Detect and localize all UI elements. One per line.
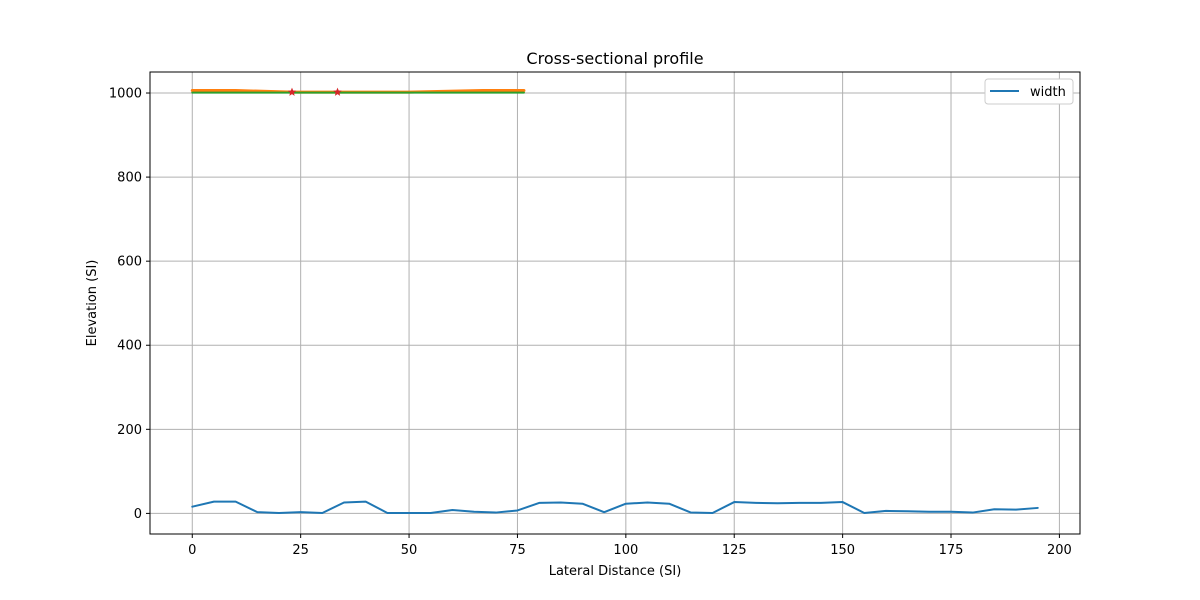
x-tick-label: 0 bbox=[188, 543, 196, 558]
markers-layer bbox=[287, 87, 342, 96]
legend-box bbox=[984, 78, 1074, 105]
x-axis-label: Lateral Distance (SI) bbox=[549, 564, 682, 579]
x-tick-label: 100 bbox=[613, 543, 638, 558]
chart-title: Cross-sectional profile bbox=[526, 49, 703, 68]
y-tick-label: 600 bbox=[117, 255, 142, 270]
legend-label-width: width bbox=[1030, 85, 1066, 100]
y-tick-label: 200 bbox=[117, 423, 142, 438]
axis-ticks: 0 25 50 75 100 125 150 175 200 0 200 400 600 800 1000 bbox=[109, 87, 1072, 558]
x-tick-label: 175 bbox=[939, 543, 964, 558]
x-tick-label: 25 bbox=[292, 543, 309, 558]
x-tick-label: 125 bbox=[722, 543, 747, 558]
y-tick-label: 1000 bbox=[109, 87, 142, 102]
star-marker bbox=[333, 87, 342, 96]
x-tick-label: 200 bbox=[1047, 543, 1072, 558]
y-axis-label: Elevation (SI) bbox=[85, 260, 100, 347]
y-tick-label: 0 bbox=[134, 507, 142, 522]
series-line-width bbox=[191, 500, 1039, 514]
y-tick-label: 800 bbox=[117, 171, 142, 186]
legend: width bbox=[984, 78, 1074, 105]
x-tick-label: 150 bbox=[830, 543, 855, 558]
y-tick-label: 400 bbox=[117, 339, 142, 354]
x-tick-label: 75 bbox=[509, 543, 526, 558]
plot-area-frame bbox=[149, 71, 1081, 535]
grid-lines bbox=[150, 72, 1080, 534]
plot-area-background bbox=[150, 72, 1080, 534]
x-tick-label: 50 bbox=[401, 543, 418, 558]
star-marker bbox=[287, 87, 297, 96]
